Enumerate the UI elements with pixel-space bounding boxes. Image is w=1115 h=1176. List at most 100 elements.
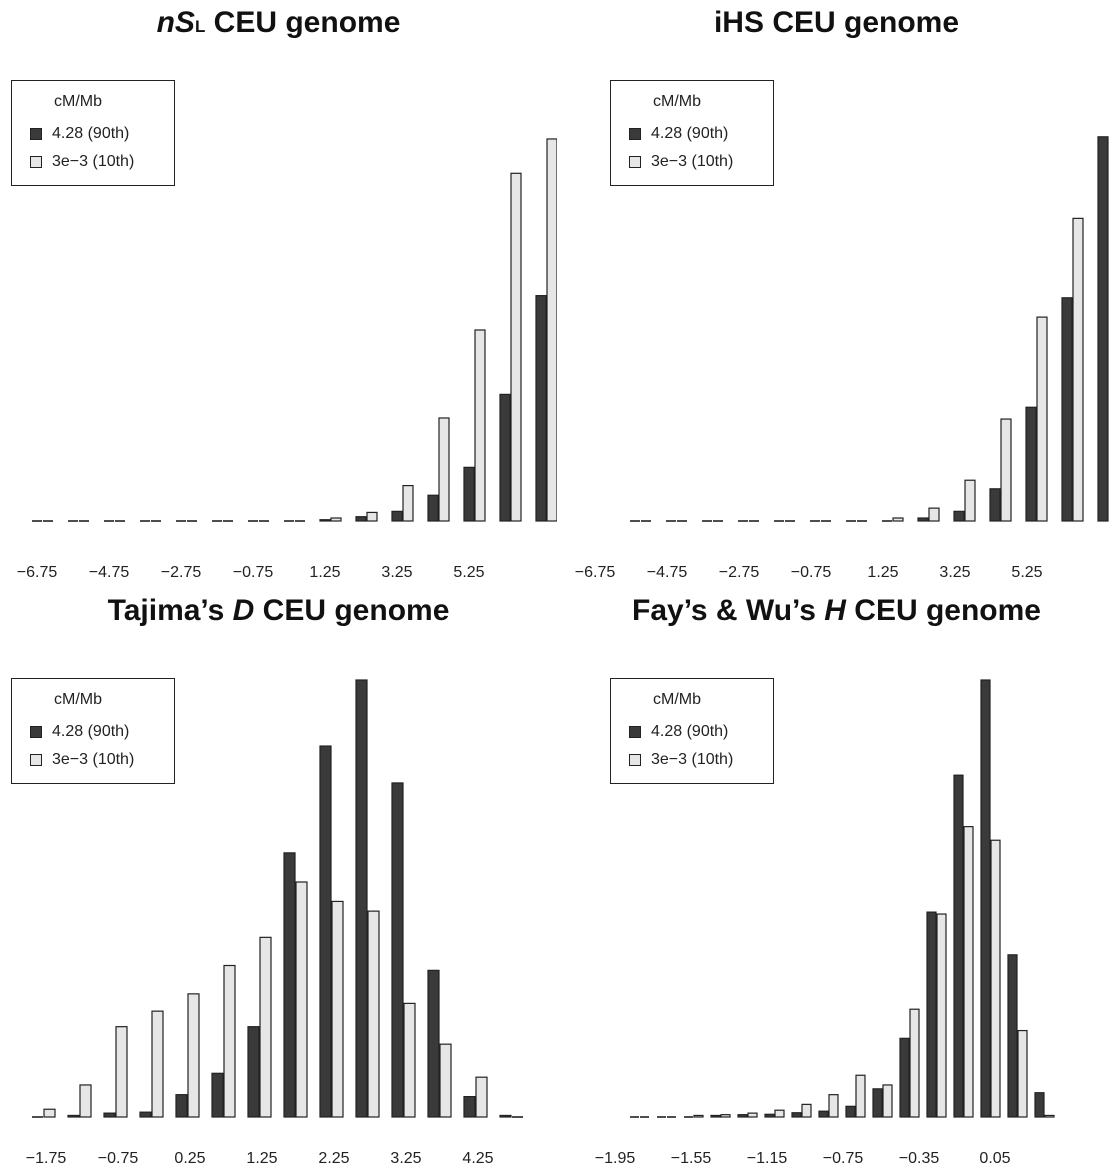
bar-high-recomb: [391, 510, 403, 522]
title-stat: nS: [156, 6, 195, 39]
title-stat: H: [824, 594, 846, 627]
title-rest: CEU genome: [845, 594, 1041, 627]
legend-label: 3e−3 (10th): [651, 153, 734, 170]
bar-low-recomb: [892, 517, 904, 522]
bar-low-recomb: [936, 913, 947, 1118]
bar-low-recomb: [855, 1074, 866, 1118]
bar-low-recomb: [1044, 1114, 1055, 1118]
bar-high-recomb: [499, 1114, 512, 1118]
bar-low-recomb: [187, 993, 200, 1118]
legend-label: 3e−3 (10th): [52, 751, 135, 768]
bar-high-recomb: [1061, 297, 1073, 522]
bar-high-recomb: [427, 969, 440, 1118]
bar-high-recomb: [1025, 406, 1037, 522]
bar-low-recomb: [474, 329, 486, 522]
bar-high-recomb: [953, 510, 965, 522]
panel-tajimas-d: Tajima’s D CEU genome −1.75 −0.75 0.25 1.25…: [0, 588, 557, 1176]
legend-item: 3e−3 (10th): [30, 153, 134, 171]
bar-low-recomb: [330, 517, 342, 522]
legend-item: 4.28 (90th): [30, 723, 129, 741]
bar-high-recomb: [845, 1105, 856, 1118]
legend-swatch-light: [629, 156, 641, 168]
bar-low-recomb: [43, 1108, 56, 1118]
legend-item: 4.28 (90th): [30, 125, 129, 143]
bar-low-recomb: [774, 1109, 785, 1118]
bar-high-recomb: [355, 679, 368, 1118]
legend-title: cM/Mb: [653, 691, 701, 708]
x-tick-label: −0.75: [791, 564, 832, 581]
bar-high-recomb: [283, 852, 296, 1118]
x-tick-label: −6.75: [575, 564, 616, 581]
bar-low-recomb: [828, 1094, 839, 1118]
title-subscript: L: [194, 17, 206, 36]
legend-item: 4.28 (90th): [629, 723, 728, 741]
chart-title: Tajima’s D CEU genome: [0, 594, 557, 628]
x-tick-label: 3.25: [381, 564, 412, 581]
bar-low-recomb: [331, 900, 344, 1118]
x-tick-label: −2.75: [719, 564, 760, 581]
bar-low-recomb: [963, 826, 974, 1118]
legend-title: cM/Mb: [54, 93, 102, 110]
x-tick-label: −4.75: [647, 564, 688, 581]
bar-low-recomb: [151, 1010, 164, 1118]
legend-label: 4.28 (90th): [651, 125, 729, 142]
bar-high-recomb: [463, 466, 475, 522]
x-tick-label: −1.55: [671, 1150, 712, 1167]
legend-label: 3e−3 (10th): [651, 751, 734, 768]
panel-ihs: iHS CEU genome −6.75 −4.75 −2.75 −0.75 1.25 3…: [558, 0, 1115, 588]
bar-low-recomb: [546, 138, 557, 522]
x-tick-label: 1.25: [867, 564, 898, 581]
bar-low-recomb: [928, 507, 940, 522]
x-tick-label: −2.75: [161, 564, 202, 581]
histogram-plot: −6.75 −4.75 −2.75 −0.75 1.25 3.25 5.25: [575, 136, 1109, 581]
title-pre: Tajima’s: [107, 594, 233, 627]
bar-low-recomb: [223, 964, 236, 1118]
bar-high-recomb: [1007, 954, 1018, 1118]
legend-title: cM/Mb: [54, 691, 102, 708]
legend: cM/Mb 4.28 (90th) 3e−3 (10th): [11, 80, 175, 186]
bar-high-recomb: [989, 488, 1001, 522]
bar-low-recomb: [79, 1084, 92, 1118]
bar-low-recomb: [115, 1026, 128, 1118]
histogram-plot: −1.95 −1.55 −1.15 −0.75 −0.35 0.05: [595, 679, 1055, 1167]
bar-high-recomb: [211, 1072, 224, 1118]
bar-low-recomb: [295, 881, 308, 1118]
bar-low-recomb: [366, 511, 378, 522]
title-rest: CEU genome: [254, 594, 450, 627]
legend-label: 4.28 (90th): [52, 125, 130, 142]
bar-high-recomb: [926, 911, 937, 1118]
bar-high-recomb: [791, 1112, 802, 1118]
legend-swatch-light: [30, 754, 42, 766]
title-pre: Fay’s & Wu’s: [632, 594, 825, 627]
x-tick-label: −0.35: [899, 1150, 940, 1167]
bar-low-recomb: [367, 910, 380, 1118]
legend-swatch-light: [30, 156, 42, 168]
bar-high-recomb: [67, 1114, 80, 1118]
bar-high-recomb: [1097, 136, 1109, 522]
bar-low-recomb: [259, 936, 272, 1118]
bar-high-recomb: [175, 1094, 188, 1118]
chart-title: Fay’s & Wu’s H CEU genome: [558, 594, 1115, 628]
bar-high-recomb: [139, 1111, 152, 1118]
x-tick-label: −0.75: [233, 564, 274, 581]
histogram-plot: −6.75 −4.75 −2.75 −0.75 1.25 3.25 5.25: [17, 138, 557, 581]
bar-high-recomb: [319, 519, 331, 522]
bar-high-recomb: [710, 1114, 721, 1118]
bar-low-recomb: [439, 1043, 452, 1118]
legend-swatch-light: [629, 754, 641, 766]
bar-low-recomb: [1036, 316, 1048, 522]
title-stat: D: [232, 594, 255, 627]
x-tick-label: −1.95: [595, 1150, 636, 1167]
bar-high-recomb: [247, 1026, 260, 1118]
bar-high-recomb: [764, 1113, 775, 1118]
bar-low-recomb: [438, 417, 450, 522]
bar-high-recomb: [103, 1112, 116, 1118]
title-rest: CEU genome: [205, 6, 401, 39]
bar-high-recomb: [980, 679, 991, 1118]
x-tick-label: −1.15: [747, 1150, 788, 1167]
bar-low-recomb: [909, 1008, 920, 1118]
bar-low-recomb: [801, 1103, 812, 1118]
bar-low-recomb: [1000, 418, 1012, 522]
chart-title: iHS CEU genome: [713, 6, 960, 39]
bar-high-recomb: [872, 1088, 883, 1118]
